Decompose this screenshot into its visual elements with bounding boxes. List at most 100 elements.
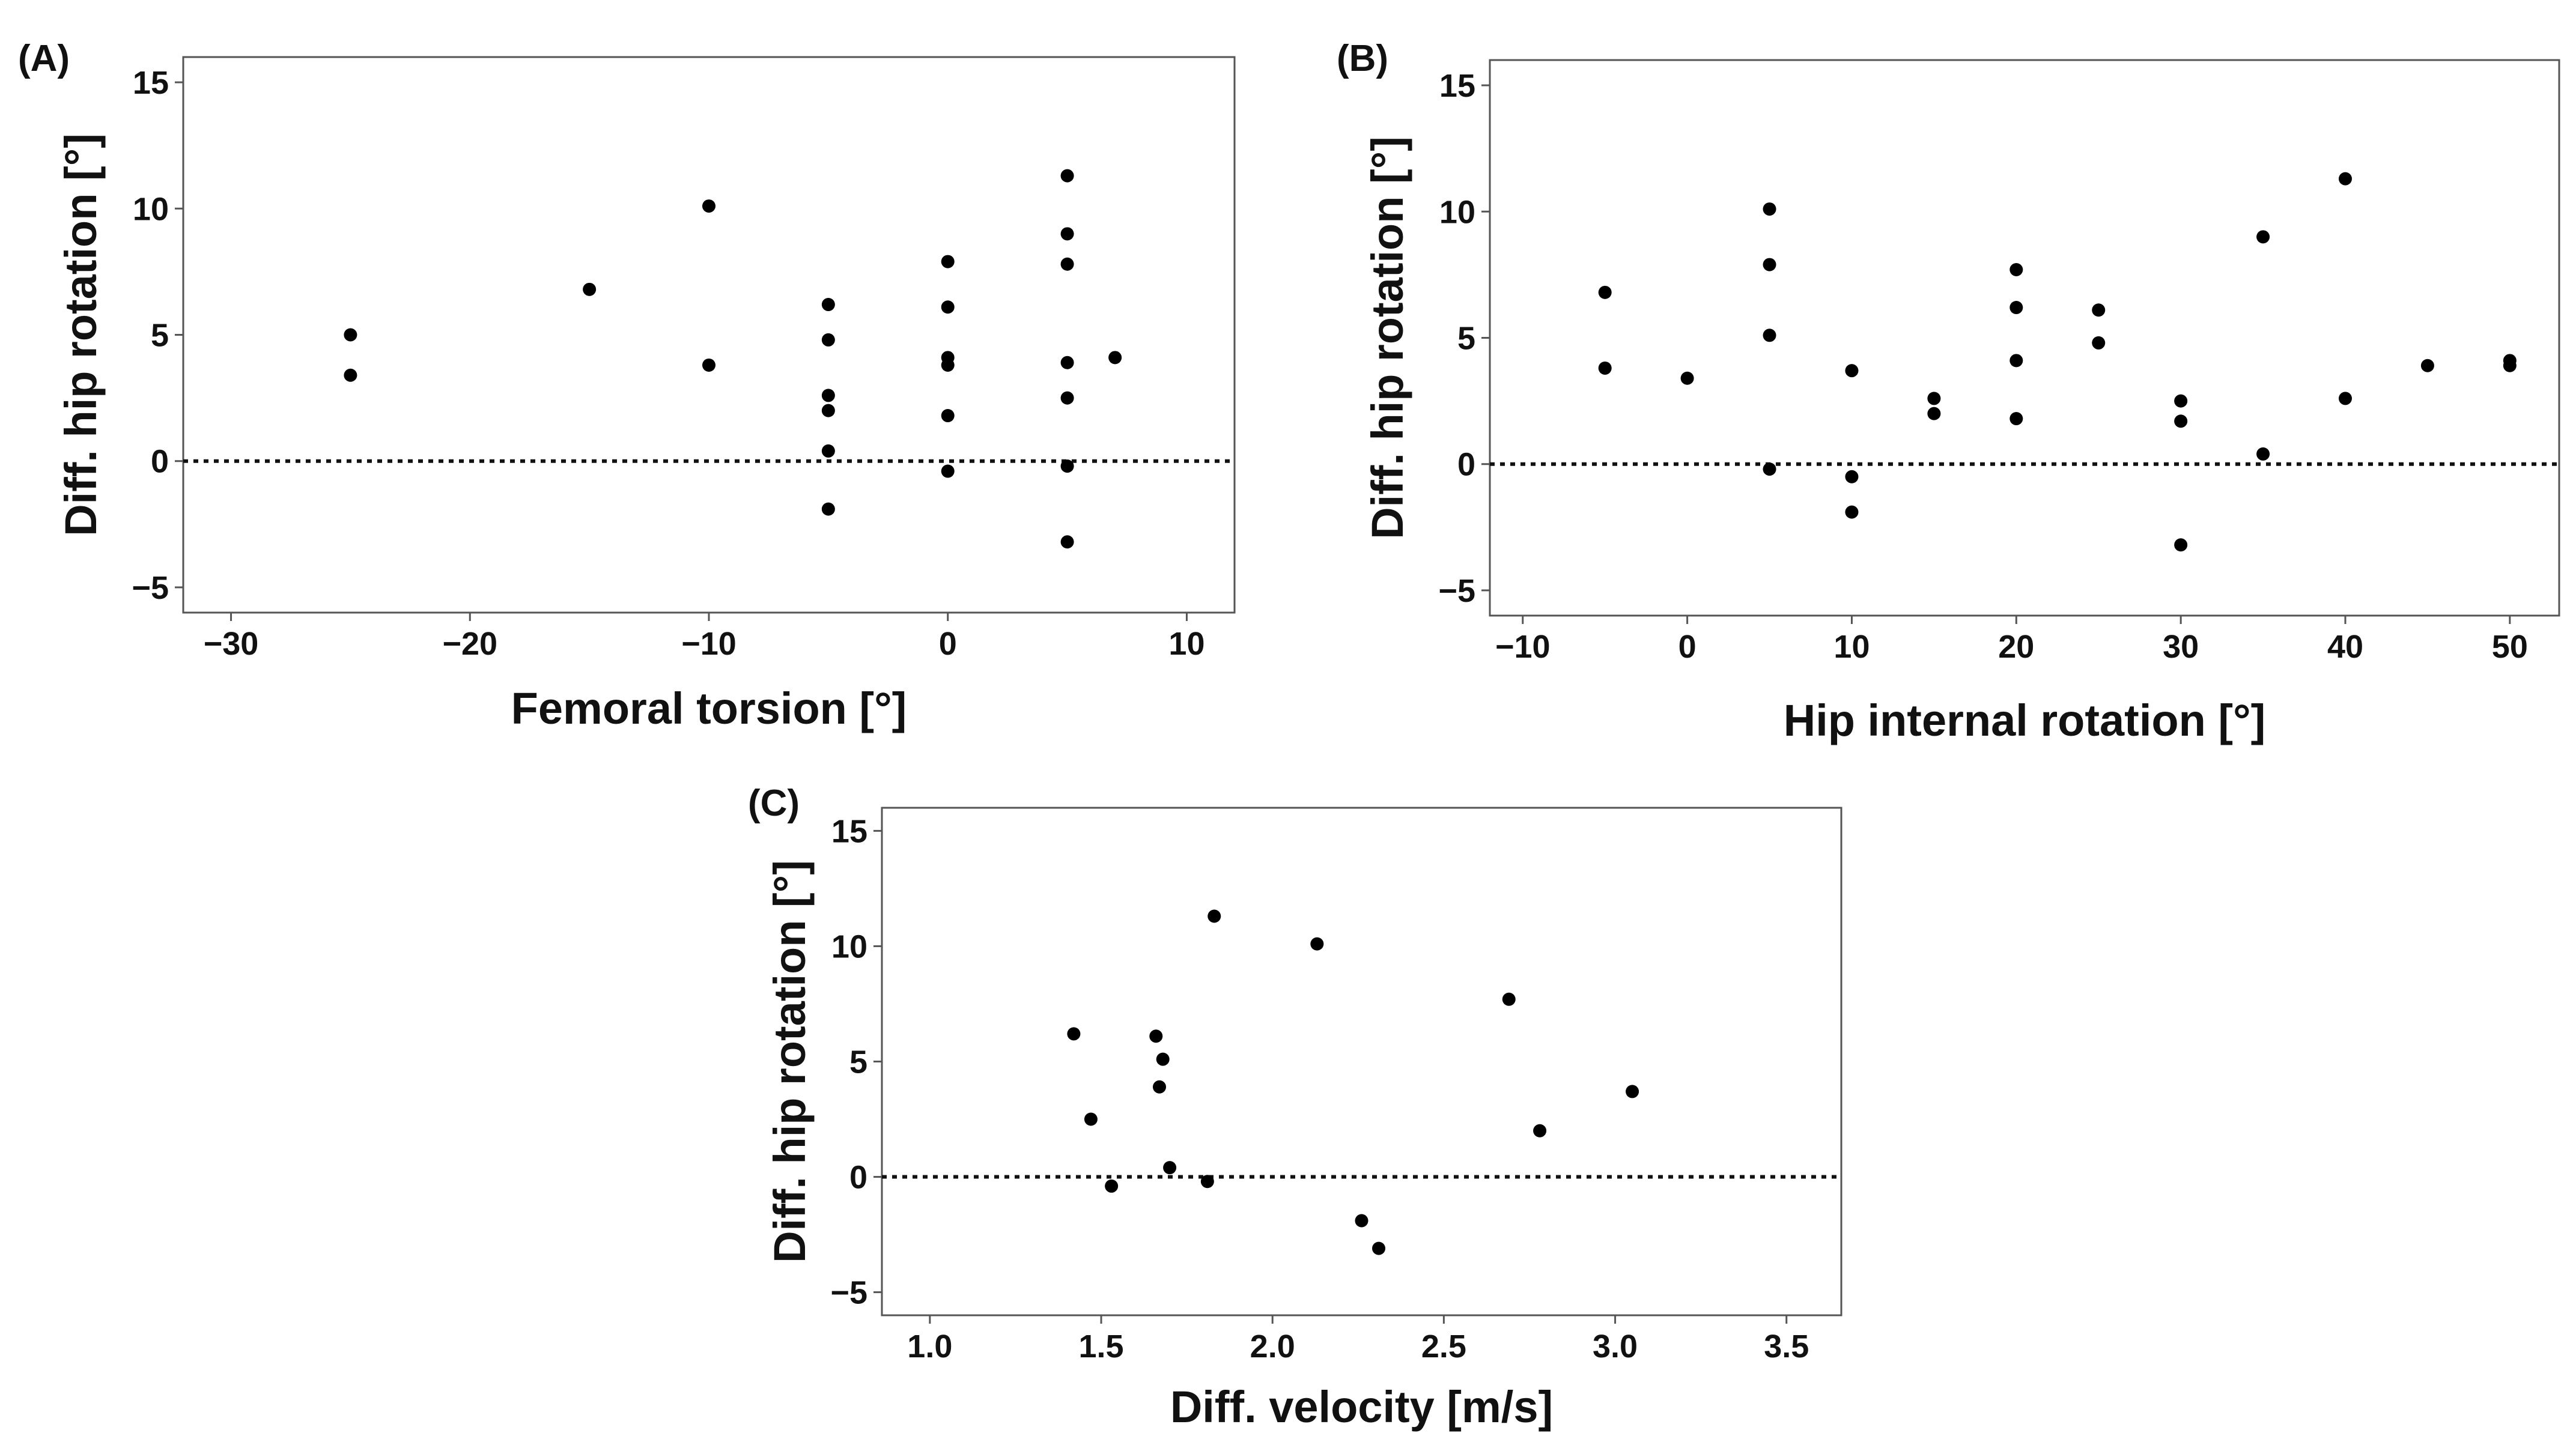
plot-frame	[881, 807, 1842, 1316]
data-point	[2256, 447, 2270, 461]
data-point	[2174, 414, 2188, 428]
data-point	[1763, 202, 1776, 216]
x-tick-label: 50	[2492, 629, 2528, 665]
data-point	[1626, 1085, 1639, 1098]
data-point	[1927, 407, 1941, 420]
y-axis-title: Diff. hip rotation [°]	[56, 133, 106, 536]
data-point	[1845, 364, 1859, 378]
y-tick-label: 5	[849, 1044, 867, 1080]
data-point	[1060, 535, 1074, 549]
data-point	[2009, 301, 2023, 315]
y-tick-label: 5	[151, 318, 169, 354]
data-point	[1372, 1241, 1386, 1255]
x-tick-label: 2.5	[1421, 1328, 1466, 1365]
data-point	[702, 358, 715, 372]
data-point	[2174, 394, 2188, 408]
x-tick-label: 2.0	[1250, 1328, 1295, 1365]
plot-frame	[182, 56, 1236, 614]
data-point	[1502, 992, 1516, 1006]
data-point	[2339, 172, 2352, 186]
data-point	[1680, 371, 1694, 385]
data-point	[2174, 538, 2188, 552]
y-tick-label: 15	[133, 65, 169, 101]
x-tick-label: −10	[681, 626, 737, 662]
data-point	[941, 409, 955, 423]
data-point	[1060, 391, 1074, 405]
data-point	[1060, 169, 1074, 183]
data-point	[583, 282, 597, 296]
data-point	[344, 368, 357, 382]
data-point	[1845, 470, 1859, 483]
y-tick-label: 15	[1439, 68, 1475, 104]
x-tick-label: 3.0	[1593, 1328, 1638, 1365]
data-point	[1598, 285, 1612, 299]
data-point	[2009, 262, 2023, 276]
x-tick-label: 30	[2163, 629, 2199, 665]
data-point	[821, 389, 835, 402]
y-tick-label: −5	[132, 570, 169, 606]
data-point	[2009, 412, 2023, 426]
panel-b-chart: (B) −5 0 5 10 15 −10 0 10 20 30 40 50 Hip internal ro…	[1337, 38, 2560, 745]
data-point	[344, 328, 357, 342]
y-tick-label: −5	[1438, 573, 1475, 609]
data-point	[1533, 1124, 1547, 1138]
data-point	[1927, 392, 1941, 405]
y-axis-title: Diff. hip rotation [°]	[765, 860, 815, 1263]
data-point	[1763, 462, 1776, 476]
x-tick-label: −20	[442, 626, 497, 662]
x-tick-label: 10	[1833, 629, 1870, 665]
data-point	[1084, 1112, 1098, 1126]
y-axis-title: Diff. hip rotation [°]	[1362, 136, 1412, 539]
data-point	[821, 298, 835, 312]
data-point	[1310, 937, 1324, 951]
y-tick-label: −5	[830, 1275, 867, 1311]
x-axis-title: Femoral torsion [°]	[511, 683, 907, 733]
x-tick-label: 40	[2327, 629, 2363, 665]
data-point	[941, 255, 955, 268]
data-point	[941, 464, 955, 478]
data-point	[821, 333, 835, 347]
data-point	[1108, 351, 1122, 365]
x-tick-label: −30	[204, 626, 259, 662]
data-point	[1355, 1214, 1368, 1228]
data-point	[1156, 1052, 1170, 1066]
data-point	[1763, 258, 1776, 271]
panel-a-chart: (A) −5 0 5 10 15 −30 −20 −10 0 10 Femoral torsion […	[18, 38, 1236, 733]
x-tick-label: 0	[1678, 629, 1697, 665]
data-point	[1163, 1161, 1177, 1175]
panel-label: (A)	[18, 38, 70, 79]
data-point	[1208, 909, 1221, 923]
y-tick-label: 0	[849, 1160, 867, 1196]
data-point	[821, 404, 835, 417]
panel-label: (C)	[748, 783, 800, 824]
data-point	[1060, 459, 1074, 473]
data-point	[2339, 392, 2352, 405]
x-tick-label: 1.5	[1078, 1328, 1123, 1365]
data-point	[821, 502, 835, 516]
data-point	[1105, 1179, 1119, 1193]
data-point	[1060, 356, 1074, 369]
y-tick-label: 0	[1457, 447, 1475, 483]
x-axis-title: Hip internal rotation [°]	[1784, 695, 2265, 745]
data-point	[2009, 354, 2023, 368]
y-tick-label: 5	[1457, 321, 1475, 357]
data-point	[1152, 1080, 1166, 1094]
y-tick-label: 15	[831, 813, 867, 849]
data-point	[1067, 1027, 1081, 1041]
data-point	[2420, 359, 2434, 372]
data-point	[1845, 505, 1859, 519]
y-tick-label: 10	[831, 929, 867, 965]
data-point	[1060, 257, 1074, 271]
panel-c-chart: (C) −5 0 5 10 15 1.0 1.5 2.0 2.5 3.0 3.5 Diff. veloc…	[748, 783, 1842, 1432]
x-tick-label: 0	[939, 626, 957, 662]
data-point	[1598, 361, 1612, 375]
plot-frame	[1489, 59, 2560, 617]
x-tick-label: 20	[1998, 629, 2034, 665]
data-point	[1200, 1175, 1214, 1189]
data-point	[2092, 303, 2106, 317]
data-point	[941, 358, 955, 372]
data-point	[702, 199, 715, 213]
panel-label: (B)	[1337, 38, 1388, 79]
x-axis-title: Diff. velocity [m/s]	[1170, 1382, 1553, 1432]
